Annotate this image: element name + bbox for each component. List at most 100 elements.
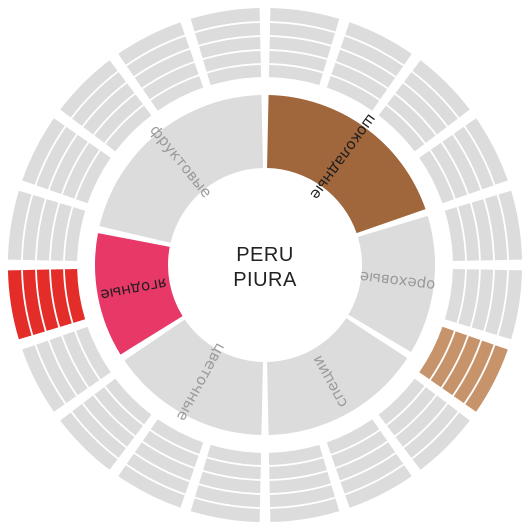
outer-segment xyxy=(378,60,470,152)
outer-segment-band xyxy=(331,430,388,468)
inner-ring xyxy=(95,95,435,435)
wheel-center: PERU PIURA xyxy=(233,244,296,291)
outer-segment xyxy=(60,60,152,152)
outer-segment-band xyxy=(72,404,126,458)
outer-segment xyxy=(378,378,470,470)
outer-segment-band xyxy=(442,336,481,396)
outer-segment-band xyxy=(134,49,194,88)
outer-segment-band xyxy=(207,444,262,466)
outer-segment-band xyxy=(326,419,380,454)
outer-segment-band xyxy=(465,118,508,185)
inner-segment-berry xyxy=(95,233,183,355)
outer-segment-band xyxy=(83,83,135,135)
outer-segment-band xyxy=(269,485,335,508)
outer-segment-highlighted xyxy=(7,268,86,340)
outer-segment-band xyxy=(22,345,65,412)
outer-segment xyxy=(190,7,262,86)
outer-segment-band xyxy=(336,49,396,88)
outer-segment-band xyxy=(395,395,447,447)
outer-segment-band xyxy=(471,269,494,331)
outer-segment-band xyxy=(126,36,190,77)
outer-segment-band xyxy=(36,269,59,331)
outer-segment-band xyxy=(404,72,458,126)
outer-segment-band xyxy=(105,378,152,425)
outer-segment-band xyxy=(412,60,470,118)
outer-segment-band xyxy=(345,22,412,65)
outer-segment xyxy=(60,378,152,470)
outer-segment-band xyxy=(94,94,143,143)
outer-segment-band xyxy=(419,150,454,204)
outer-segment-band xyxy=(458,269,480,327)
outer-segment-band xyxy=(395,83,447,135)
outer-segment-band xyxy=(105,105,152,152)
outer-segment-band xyxy=(331,62,388,100)
outer-segment-band xyxy=(72,72,126,126)
outer-segment-band xyxy=(76,326,111,380)
outer-segment-band xyxy=(142,62,199,100)
outer-segment-band xyxy=(60,60,118,118)
outer-segment xyxy=(444,268,523,340)
outer-segment-band xyxy=(83,395,135,447)
outer-segment-band xyxy=(36,199,59,261)
outer-segment xyxy=(444,190,523,262)
center-title-line-1: PERU xyxy=(236,244,294,266)
outer-segment-band xyxy=(118,465,185,508)
outer-segment-band xyxy=(378,105,425,152)
outer-segment-band xyxy=(190,498,260,523)
outer-segment-band xyxy=(336,442,396,481)
outer-segment-band xyxy=(126,453,190,494)
outer-segment xyxy=(22,118,111,204)
outer-segment-band xyxy=(94,387,143,436)
outer-segment-band xyxy=(203,458,261,480)
outer-segment-band xyxy=(199,471,261,494)
outer-segment-band xyxy=(22,118,65,185)
outer-segment-band xyxy=(118,22,185,65)
outer-segment-band xyxy=(22,269,45,335)
outer-segment-band xyxy=(7,270,32,340)
outer-segment-band xyxy=(195,485,261,508)
outer-segment-band xyxy=(62,142,100,199)
outer-segment xyxy=(326,22,412,111)
outer-segment-band xyxy=(471,199,494,261)
outer-segment-band xyxy=(207,64,262,86)
outer-segment-band xyxy=(326,76,380,111)
outer-segment-band xyxy=(36,126,77,190)
outer-ring xyxy=(7,7,523,523)
outer-segment-band xyxy=(465,345,508,412)
outer-segment-band xyxy=(453,126,494,190)
inner-segment-floral xyxy=(124,319,263,435)
outer-segment-band xyxy=(444,207,466,262)
outer-segment xyxy=(268,7,340,86)
outer-segment-band xyxy=(150,76,204,111)
outer-segment-band xyxy=(134,442,194,481)
outer-segment xyxy=(268,444,340,523)
outer-segment-band xyxy=(419,326,454,380)
outer-segment xyxy=(118,419,204,508)
outer-segment-band xyxy=(270,498,340,523)
outer-segment xyxy=(190,444,262,523)
inner-segment-fruity xyxy=(99,95,263,243)
outer-segment-band xyxy=(269,50,327,72)
outer-segment-band xyxy=(62,331,100,388)
outer-segment-band xyxy=(268,64,323,86)
outer-segment-band xyxy=(50,269,72,327)
outer-segment-band xyxy=(498,270,523,340)
outer-segment-band xyxy=(50,203,72,261)
outer-segment-band xyxy=(498,190,523,260)
outer-segment-band xyxy=(36,340,77,404)
outer-segment-band xyxy=(444,268,466,323)
outer-segment-band xyxy=(7,190,32,260)
outer-segment-band xyxy=(270,7,340,32)
outer-segment-band xyxy=(203,50,261,72)
outer-segment-band xyxy=(378,378,425,425)
inner-segment-chocolate xyxy=(267,95,426,234)
inner-segment-spicy xyxy=(267,318,408,435)
outer-segment-band xyxy=(195,22,261,45)
outer-segment-band xyxy=(60,412,118,470)
outer-segment-band xyxy=(269,22,335,45)
outer-segment-band xyxy=(340,453,404,494)
outer-segment-band xyxy=(49,336,88,396)
outer-segment-band xyxy=(268,444,323,466)
